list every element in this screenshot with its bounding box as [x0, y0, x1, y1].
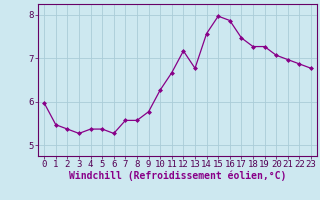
- X-axis label: Windchill (Refroidissement éolien,°C): Windchill (Refroidissement éolien,°C): [69, 171, 286, 181]
